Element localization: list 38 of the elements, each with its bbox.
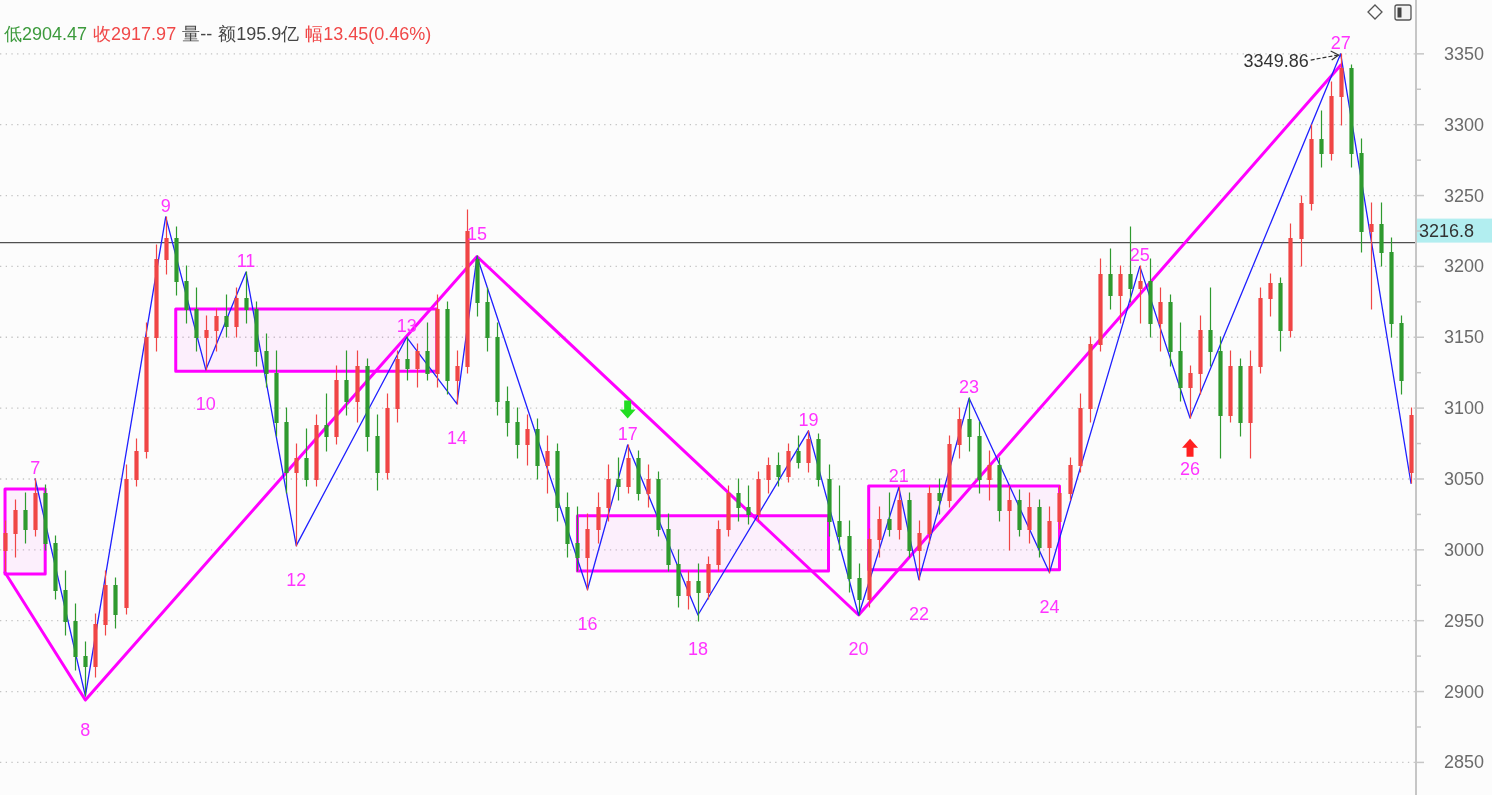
y-tick-label: 3200 (1444, 256, 1485, 277)
annotation: 3349.86 (1243, 51, 1309, 72)
annotation: 16 (577, 613, 598, 634)
annotation: 22 (908, 603, 929, 624)
annotation: 量-- (182, 24, 213, 44)
annotation: 19 (798, 409, 819, 430)
annotation: 低2904.47 (4, 24, 88, 44)
annotation: 14 (446, 427, 467, 448)
y-tick-label: 3250 (1444, 185, 1485, 206)
y-tick-label: 2850 (1444, 752, 1485, 773)
annotation: 15 (467, 223, 488, 244)
annotation: 17 (617, 423, 638, 444)
y-tick-label: 3050 (1444, 468, 1485, 489)
annotation: 27 (1330, 32, 1351, 53)
annotation: 10 (195, 393, 216, 414)
annotation: 21 (888, 466, 909, 487)
annotation: 11 (236, 251, 256, 272)
annotation: 26 (1180, 458, 1201, 479)
annotation: 8 (80, 719, 91, 740)
y-tick-label: 3000 (1444, 539, 1485, 560)
annotation: 13 (396, 316, 417, 337)
annotation: 18 (687, 639, 708, 660)
annotation: 24 (1039, 596, 1060, 617)
y-tick-label: 3100 (1444, 398, 1485, 419)
y-tick-label: 2900 (1444, 681, 1485, 702)
y-tick-label: 3350 (1444, 43, 1485, 64)
annotation: 9 (160, 195, 171, 216)
annotation: 12 (286, 569, 307, 590)
annotation: 额195.9亿 (218, 24, 300, 44)
y-tick-label: 3300 (1444, 114, 1485, 135)
ref-line-label: 3216.8 (1419, 220, 1475, 241)
annotation: 收2917.97 (93, 24, 177, 44)
y-tick-label: 2950 (1444, 610, 1485, 631)
y-tick-label: 3150 (1444, 327, 1485, 348)
annotation: 20 (848, 639, 869, 660)
annotation: 7 (30, 457, 41, 478)
annotation: 幅13.45(0.46%) (305, 24, 432, 44)
annotation: 23 (959, 377, 980, 398)
